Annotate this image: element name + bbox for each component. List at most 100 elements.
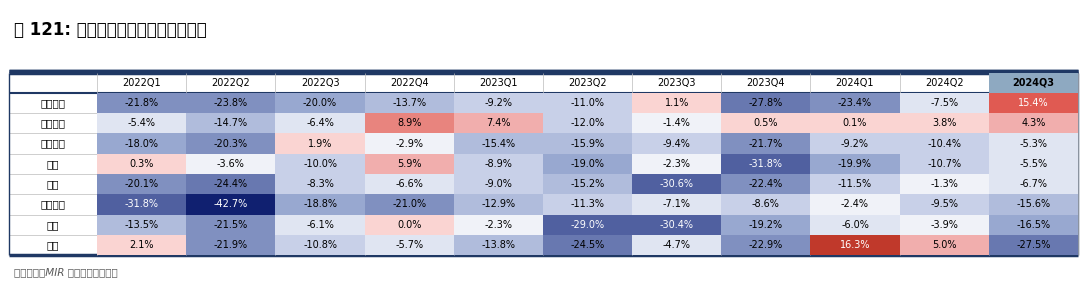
Text: -8.6%: -8.6%: [752, 200, 780, 209]
Text: -21.0%: -21.0%: [392, 200, 427, 209]
Bar: [988, 133, 1078, 154]
Bar: [187, 174, 275, 194]
Text: -18.8%: -18.8%: [303, 200, 337, 209]
Bar: [988, 93, 1078, 113]
Text: -16.5%: -16.5%: [1016, 220, 1051, 230]
Text: -10.4%: -10.4%: [927, 139, 961, 148]
Bar: [275, 174, 365, 194]
Text: 8.9%: 8.9%: [397, 118, 421, 128]
Bar: [810, 215, 900, 235]
Text: -2.3%: -2.3%: [663, 159, 691, 169]
Text: -42.7%: -42.7%: [214, 200, 248, 209]
Text: -8.3%: -8.3%: [306, 179, 334, 189]
Bar: [900, 215, 988, 235]
Bar: [275, 133, 365, 154]
Bar: [97, 174, 187, 194]
Bar: [988, 215, 1078, 235]
Text: -21.7%: -21.7%: [748, 139, 783, 148]
Text: 2024Q3: 2024Q3: [1012, 78, 1054, 88]
Text: 0.3%: 0.3%: [130, 159, 154, 169]
Text: 医疗: 医疗: [46, 159, 59, 169]
Bar: [632, 154, 721, 174]
Text: -5.3%: -5.3%: [1020, 139, 1048, 148]
Text: 2022Q4: 2022Q4: [390, 78, 429, 88]
Bar: [810, 113, 900, 133]
Text: 3.8%: 3.8%: [932, 118, 956, 128]
Text: -6.4%: -6.4%: [306, 118, 334, 128]
Text: -10.7%: -10.7%: [927, 159, 961, 169]
Bar: [365, 133, 454, 154]
Text: -22.9%: -22.9%: [748, 240, 783, 250]
Text: -3.6%: -3.6%: [217, 159, 245, 169]
Text: -10.0%: -10.0%: [303, 159, 337, 169]
Text: 数据来源：MIR 睿工业，中信建投: 数据来源：MIR 睿工业，中信建投: [14, 268, 118, 278]
Bar: [900, 235, 988, 255]
Text: 2024Q2: 2024Q2: [924, 78, 963, 88]
Text: 2.1%: 2.1%: [130, 240, 154, 250]
Bar: [632, 93, 721, 113]
Text: 图 121: 机床下游行业分季度同比增速: 图 121: 机床下游行业分季度同比增速: [14, 21, 206, 39]
Text: -2.9%: -2.9%: [395, 139, 423, 148]
Bar: [988, 235, 1078, 255]
Text: -9.0%: -9.0%: [485, 179, 512, 189]
Bar: [721, 174, 810, 194]
Text: 7.4%: 7.4%: [486, 118, 511, 128]
Bar: [632, 133, 721, 154]
Bar: [454, 133, 543, 154]
Bar: [275, 154, 365, 174]
Bar: [988, 174, 1078, 194]
Text: -29.0%: -29.0%: [570, 220, 605, 230]
Text: -9.2%: -9.2%: [484, 98, 512, 108]
Bar: [187, 133, 275, 154]
Text: -13.7%: -13.7%: [392, 98, 427, 108]
Bar: [721, 235, 810, 255]
Bar: [900, 113, 988, 133]
Text: -15.2%: -15.2%: [570, 179, 605, 189]
Text: -8.9%: -8.9%: [485, 159, 512, 169]
Text: 2023Q1: 2023Q1: [480, 78, 517, 88]
Text: 0.1%: 0.1%: [842, 118, 867, 128]
Bar: [454, 93, 543, 113]
Text: 汽车: 汽车: [46, 220, 59, 230]
Text: -7.5%: -7.5%: [930, 98, 958, 108]
Bar: [454, 235, 543, 255]
Text: 工程机械: 工程机械: [40, 200, 66, 209]
Bar: [543, 93, 632, 113]
Bar: [810, 194, 900, 215]
Bar: [275, 235, 365, 255]
Text: -9.5%: -9.5%: [930, 200, 958, 209]
Bar: [632, 215, 721, 235]
Bar: [365, 174, 454, 194]
Bar: [632, 174, 721, 194]
Text: 0.5%: 0.5%: [754, 118, 778, 128]
Text: -27.8%: -27.8%: [748, 98, 783, 108]
Bar: [810, 174, 900, 194]
Text: -9.2%: -9.2%: [841, 139, 869, 148]
Bar: [900, 93, 988, 113]
Text: -5.5%: -5.5%: [1020, 159, 1048, 169]
Bar: [543, 215, 632, 235]
Bar: [97, 215, 187, 235]
Text: -9.4%: -9.4%: [663, 139, 690, 148]
Bar: [97, 93, 187, 113]
Text: -30.6%: -30.6%: [660, 179, 693, 189]
Bar: [365, 93, 454, 113]
Text: -2.4%: -2.4%: [841, 200, 869, 209]
Bar: [187, 113, 275, 133]
Text: -5.7%: -5.7%: [395, 240, 423, 250]
Text: -11.3%: -11.3%: [570, 200, 605, 209]
Bar: [365, 215, 454, 235]
Text: -18.0%: -18.0%: [125, 139, 159, 148]
Bar: [721, 93, 810, 113]
Text: 15.4%: 15.4%: [1018, 98, 1049, 108]
Bar: [900, 154, 988, 174]
Text: -21.8%: -21.8%: [124, 98, 159, 108]
Bar: [365, 194, 454, 215]
Text: 2023Q3: 2023Q3: [658, 78, 696, 88]
Text: -1.3%: -1.3%: [930, 179, 958, 189]
Text: -11.5%: -11.5%: [838, 179, 872, 189]
Bar: [543, 174, 632, 194]
Bar: [543, 133, 632, 154]
Text: -23.4%: -23.4%: [838, 98, 872, 108]
Bar: [454, 174, 543, 194]
